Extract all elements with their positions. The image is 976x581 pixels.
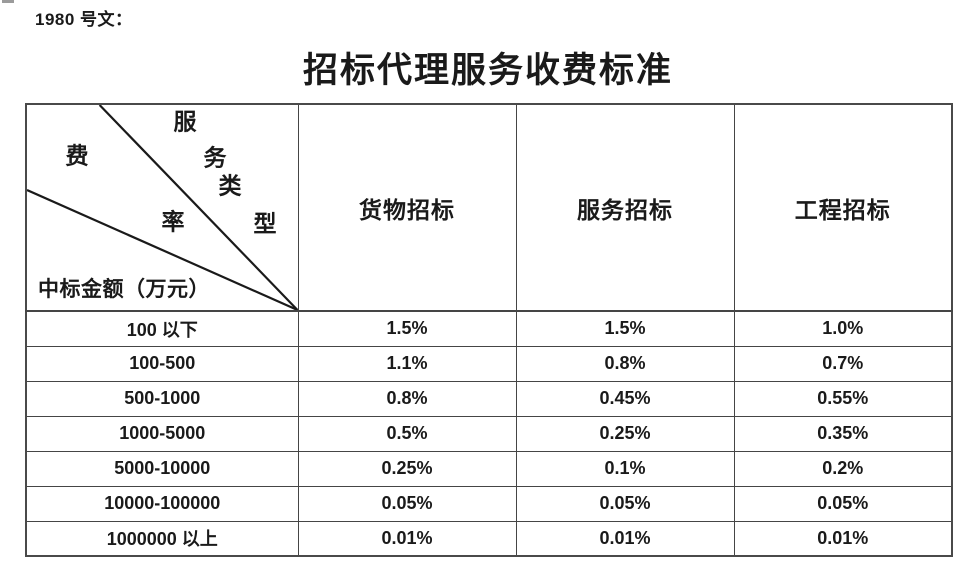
fee-value: 1.5% bbox=[515, 310, 735, 347]
fee-value: 0.55% bbox=[733, 380, 953, 417]
row-label: 500-1000 bbox=[25, 380, 299, 417]
fee-value: 0.01% bbox=[733, 520, 953, 557]
service-type-char-1: 服 bbox=[173, 109, 197, 135]
row-label: 100 以下 bbox=[25, 310, 299, 347]
fee-value: 0.7% bbox=[733, 345, 953, 382]
table-row: 500-1000 0.8% 0.45% 0.55% bbox=[25, 380, 953, 417]
screen-artifact bbox=[2, 0, 14, 3]
fee-rate-char-1: 费 bbox=[65, 143, 89, 169]
fee-value: 0.05% bbox=[515, 485, 735, 522]
fee-rate-char-2: 率 bbox=[161, 209, 185, 235]
row-label: 100-500 bbox=[25, 345, 299, 382]
column-header-engineering-bidding: 工程招标 bbox=[733, 103, 953, 312]
fee-value: 0.1% bbox=[515, 450, 735, 487]
fee-standard-table: 费 率 服 务 类 型 中标金额（万元） 货物招标 服务招标 工程招标 100 … bbox=[25, 103, 953, 557]
table-row: 1000000 以上 0.01% 0.01% 0.01% bbox=[25, 520, 953, 557]
column-header-service-bidding: 服务招标 bbox=[515, 103, 735, 312]
table-header-row: 费 率 服 务 类 型 中标金额（万元） 货物招标 服务招标 工程招标 bbox=[25, 103, 953, 312]
doc-ref: 1980 号文： bbox=[35, 10, 133, 29]
fee-value: 0.01% bbox=[515, 520, 735, 557]
service-type-char-3: 类 bbox=[218, 173, 242, 199]
table-row: 1000-5000 0.5% 0.25% 0.35% bbox=[25, 415, 953, 452]
fee-value: 0.25% bbox=[297, 450, 517, 487]
fee-value: 0.05% bbox=[733, 485, 953, 522]
fee-value: 1.5% bbox=[297, 310, 517, 347]
row-label: 5000-10000 bbox=[25, 450, 299, 487]
column-header-goods-bidding: 货物招标 bbox=[297, 103, 517, 312]
diagonal-header-wrap: 费 率 服 务 类 型 中标金额（万元） bbox=[27, 105, 297, 309]
fee-value: 0.05% bbox=[297, 485, 517, 522]
table-row: 100 以下 1.5% 1.5% 1.0% bbox=[25, 310, 953, 347]
row-label: 1000-5000 bbox=[25, 415, 299, 452]
fee-value: 0.2% bbox=[733, 450, 953, 487]
fee-value: 0.35% bbox=[733, 415, 953, 452]
service-type-char-2: 务 bbox=[203, 145, 227, 171]
fee-value: 0.5% bbox=[297, 415, 517, 452]
diagonal-divider-lines-icon bbox=[27, 105, 297, 309]
table-row: 100-500 1.1% 0.8% 0.7% bbox=[25, 345, 953, 382]
fee-value: 0.25% bbox=[515, 415, 735, 452]
row-label: 1000000 以上 bbox=[25, 520, 299, 557]
fee-value: 0.45% bbox=[515, 380, 735, 417]
page-title: 招标代理服务收费标准 bbox=[302, 51, 673, 90]
row-label: 10000-100000 bbox=[25, 485, 299, 522]
table-row: 5000-10000 0.25% 0.1% 0.2% bbox=[25, 450, 953, 487]
fee-value: 1.0% bbox=[733, 310, 953, 347]
fee-value: 0.8% bbox=[515, 345, 735, 382]
table-row: 10000-100000 0.05% 0.05% 0.05% bbox=[25, 485, 953, 522]
amount-header-label: 中标金额（万元） bbox=[38, 277, 210, 301]
service-type-char-4: 型 bbox=[253, 211, 277, 237]
fee-value: 1.1% bbox=[297, 345, 517, 382]
fee-value: 0.8% bbox=[297, 380, 517, 417]
fee-value: 0.01% bbox=[297, 520, 517, 557]
diagonal-header-cell: 费 率 服 务 类 型 中标金额（万元） bbox=[25, 103, 299, 312]
